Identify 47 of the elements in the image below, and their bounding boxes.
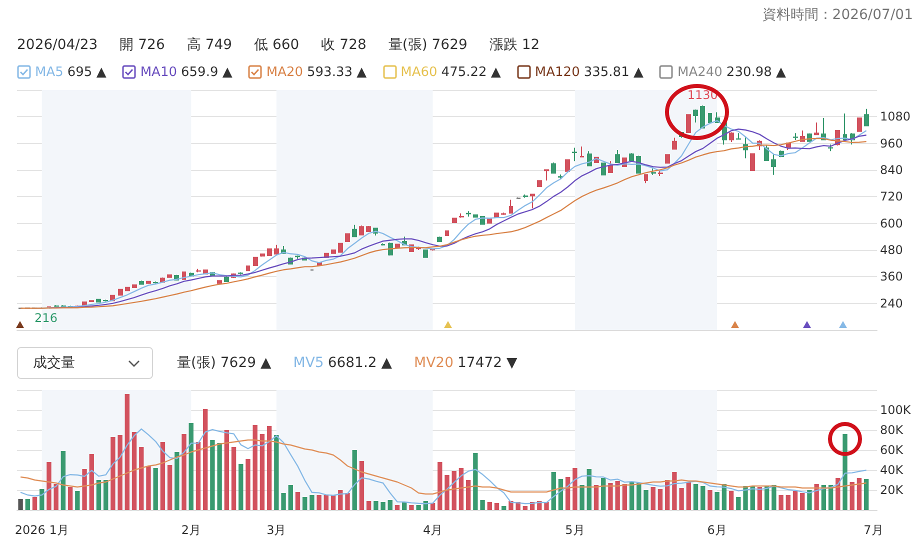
x-tick-label: 7月 — [864, 523, 884, 537]
x-tick-label: 2月 — [181, 523, 201, 537]
text: 230.98 ▲ — [726, 64, 786, 80]
legend-label: MA120 — [534, 64, 580, 80]
annotation: 216 — [34, 310, 58, 325]
x-tick-label: 5月 — [565, 523, 585, 537]
text: 695 ▲ — [67, 64, 106, 80]
y-tick-label: 40K — [880, 463, 904, 477]
text: MV5 — [293, 355, 324, 371]
y-tick-label: 80K — [880, 423, 904, 437]
text: 335.81 ▲ — [584, 64, 644, 80]
text: 資料時間：2026/07/01 — [762, 6, 913, 24]
y-tick-label: 240 — [880, 296, 903, 310]
y-tick-label: 720 — [880, 190, 903, 204]
x-tick-label: 2026 1月 — [14, 523, 69, 537]
y-tick-label: 600 — [880, 216, 903, 230]
text: 6681.2 ▲ — [328, 355, 392, 371]
y-tick-label: 360 — [880, 270, 903, 284]
x-tick-label: 4月 — [422, 523, 443, 537]
y-tick-label: 100K — [880, 403, 912, 417]
legend-label: MA5 — [35, 64, 64, 80]
y-tick-label: 840 — [880, 163, 903, 177]
y-tick-label: 20K — [880, 483, 904, 497]
y-tick-label: 1080 — [880, 110, 911, 124]
text: 低 660 — [254, 36, 300, 54]
text: 收 728 — [321, 36, 366, 54]
text: 開 726 — [120, 36, 165, 54]
text: MV20 — [414, 355, 454, 371]
text: 高 749 — [186, 36, 232, 54]
y-tick-label: 60K — [880, 443, 904, 457]
text: 量(張) 7629 — [388, 36, 468, 54]
legend-label: MA240 — [677, 64, 722, 80]
legend-label: MA20 — [266, 64, 304, 80]
y-tick-label: 480 — [880, 243, 903, 257]
text: 漲跌 12 — [489, 36, 540, 54]
text: 17472 ▼ — [458, 355, 518, 371]
text: 593.33 ▲ — [307, 64, 367, 80]
text: 量(張) 7629 ▲ — [177, 354, 272, 372]
x-tick-label: 3月 — [266, 523, 286, 537]
text: 659.9 ▲ — [181, 64, 232, 80]
legend-label: MA60 — [400, 64, 438, 80]
text: 2026/04/23 — [17, 37, 98, 53]
text: 成交量 — [33, 354, 75, 372]
x-tick-label: 6月 — [707, 523, 727, 537]
y-tick-label: 960 — [880, 136, 903, 150]
text: 475.22 ▲ — [441, 64, 501, 80]
legend-label: MA10 — [140, 64, 177, 80]
